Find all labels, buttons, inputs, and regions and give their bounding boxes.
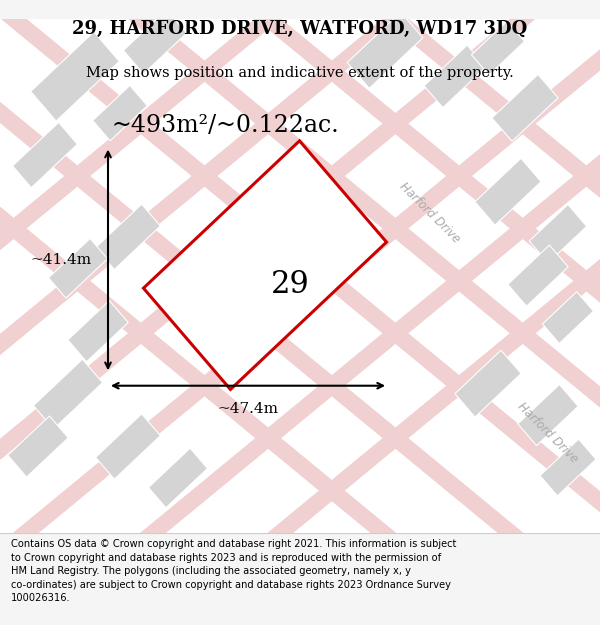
Polygon shape: [143, 141, 386, 389]
Polygon shape: [93, 86, 147, 141]
Text: ~47.4m: ~47.4m: [218, 402, 278, 416]
Polygon shape: [455, 350, 521, 417]
Polygon shape: [508, 245, 568, 306]
Polygon shape: [529, 204, 587, 263]
Polygon shape: [13, 122, 77, 188]
Polygon shape: [0, 0, 600, 497]
Polygon shape: [148, 448, 208, 508]
Text: 29, HARFORD DRIVE, WATFORD, WD17 3DQ: 29, HARFORD DRIVE, WATFORD, WD17 3DQ: [73, 19, 527, 38]
Polygon shape: [68, 301, 128, 362]
Polygon shape: [0, 222, 600, 625]
Polygon shape: [492, 74, 558, 141]
Polygon shape: [0, 0, 600, 392]
Polygon shape: [34, 359, 103, 429]
Polygon shape: [0, 0, 600, 445]
Polygon shape: [0, 0, 600, 549]
Text: ~493m²/~0.122ac.: ~493m²/~0.122ac.: [111, 114, 339, 138]
Polygon shape: [472, 21, 524, 75]
Polygon shape: [0, 169, 600, 625]
Polygon shape: [8, 416, 68, 477]
Polygon shape: [95, 204, 160, 269]
Polygon shape: [347, 12, 423, 88]
Polygon shape: [542, 292, 593, 344]
Polygon shape: [0, 117, 600, 625]
Polygon shape: [0, 12, 600, 602]
Text: Map shows position and indicative extent of the property.: Map shows position and indicative extent…: [86, 66, 514, 80]
Polygon shape: [31, 32, 119, 121]
Polygon shape: [0, 64, 600, 625]
Polygon shape: [0, 0, 600, 340]
Text: Harford Drive: Harford Drive: [515, 400, 581, 466]
Polygon shape: [475, 158, 541, 225]
Polygon shape: [424, 45, 486, 108]
Polygon shape: [49, 239, 107, 298]
Polygon shape: [95, 414, 160, 479]
Text: 29: 29: [271, 269, 310, 299]
Text: Contains OS data © Crown copyright and database right 2021. This information is : Contains OS data © Crown copyright and d…: [11, 539, 456, 603]
Polygon shape: [518, 384, 578, 446]
Polygon shape: [124, 10, 187, 74]
Polygon shape: [0, 0, 600, 235]
Text: ~41.4m: ~41.4m: [31, 253, 92, 267]
Polygon shape: [0, 0, 600, 288]
Polygon shape: [540, 439, 596, 496]
Text: Harford Drive: Harford Drive: [397, 180, 463, 246]
